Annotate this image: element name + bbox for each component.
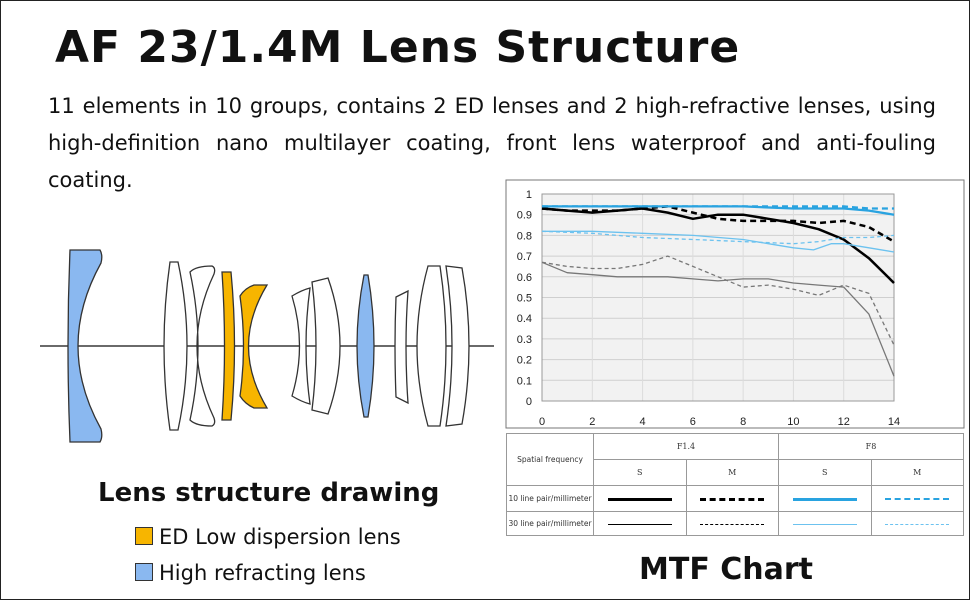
y-tick-label: 0.4 [517, 313, 532, 325]
y-tick-label: 0.2 [517, 355, 532, 367]
y-tick-label: 1 [526, 189, 532, 201]
legend-f8-m-10-sample [870, 485, 964, 512]
lens-element-9 [394, 289, 409, 405]
legend-row-10-label: 10 line pair/millimeter [506, 485, 594, 512]
legend-f8-m: M [870, 459, 964, 486]
x-tick-label: 0 [539, 416, 545, 428]
legend-header-f14: F1.4 [593, 433, 779, 460]
x-tick-label: 6 [690, 416, 696, 428]
mtf-series-line [542, 230, 895, 253]
lens-drawing-title: Lens structure drawing [98, 478, 440, 508]
legend-f14-m-30-sample [685, 511, 779, 536]
y-tick-label: 0.7 [517, 251, 532, 263]
lens-structure-drawing [40, 249, 494, 443]
y-tick-label: 0.9 [517, 210, 532, 222]
mtf-series-line [541, 230, 895, 245]
lens-element-7 [311, 277, 341, 415]
mtf-series-line [541, 207, 895, 284]
legend-high-refracting-lens: High refracting lens [135, 561, 366, 585]
lens-element-1-high-refracting [67, 249, 103, 443]
legend-f14-s-30-sample [593, 511, 687, 536]
mtf-series-line [542, 205, 894, 210]
legend-ed-lens: ED Low dispersion lens [135, 525, 401, 549]
mtf-series-line [541, 205, 895, 243]
lens-element-2 [163, 261, 188, 431]
legend-f14-m-10-sample [685, 485, 779, 512]
x-tick-label: 10 [787, 416, 799, 428]
legend-f14-m: M [685, 459, 779, 486]
lens-element-11 [445, 265, 470, 427]
mtf-legend-table: Spatial frequency F1.4 F8 S M S M 10 lin… [506, 433, 964, 536]
y-tick-label: 0.8 [517, 230, 532, 242]
mtf-chart-title: MTF Chart [639, 552, 814, 587]
legend-f14-s-10-sample [593, 485, 687, 512]
lens-element-8-high-refracting [356, 274, 375, 418]
lens-element-4-ed [221, 271, 236, 421]
x-tick-label: 12 [838, 416, 850, 428]
legend-f8-m-30-sample [870, 511, 964, 536]
high-refracting-swatch [135, 563, 153, 581]
x-tick-label: 4 [640, 416, 646, 428]
y-tick-label: 0 [526, 396, 532, 408]
page-title: AF 23/1.4M Lens Structure [55, 22, 741, 73]
mtf-series-line [541, 261, 895, 377]
lens-element-3 [189, 265, 216, 427]
legend-header-spatial-frequency: Spatial frequency [506, 433, 594, 486]
mtf-series-line [541, 255, 895, 346]
legend-f8-s-30-sample [778, 511, 872, 536]
lens-element-10 [416, 265, 447, 427]
plot-frame [541, 193, 895, 402]
legend-f14-s: S [593, 459, 687, 486]
legend-f8-s: S [778, 459, 872, 486]
legend-f8-s-10-sample [778, 485, 872, 512]
ed-lens-swatch [135, 527, 153, 545]
y-tick-label: 0.3 [517, 334, 532, 346]
legend-high-refracting-label: High refracting lens [159, 561, 366, 585]
x-tick-label: 8 [740, 416, 746, 428]
legend-row-30-label: 30 line pair/millimeter [506, 511, 594, 536]
lens-element-6 [291, 287, 311, 405]
x-tick-label: 14 [888, 416, 900, 428]
legend-header-f8: F8 [778, 433, 964, 460]
y-tick-label: 0.5 [517, 293, 532, 305]
lens-element-5-ed [239, 284, 269, 409]
y-tick-label: 0.1 [517, 375, 532, 387]
legend-ed-label: ED Low dispersion lens [159, 525, 401, 549]
y-tick-label: 0.6 [517, 272, 532, 284]
lens-description: 11 elements in 10 groups, contains 2 ED … [48, 94, 936, 192]
x-tick-label: 2 [589, 416, 595, 428]
